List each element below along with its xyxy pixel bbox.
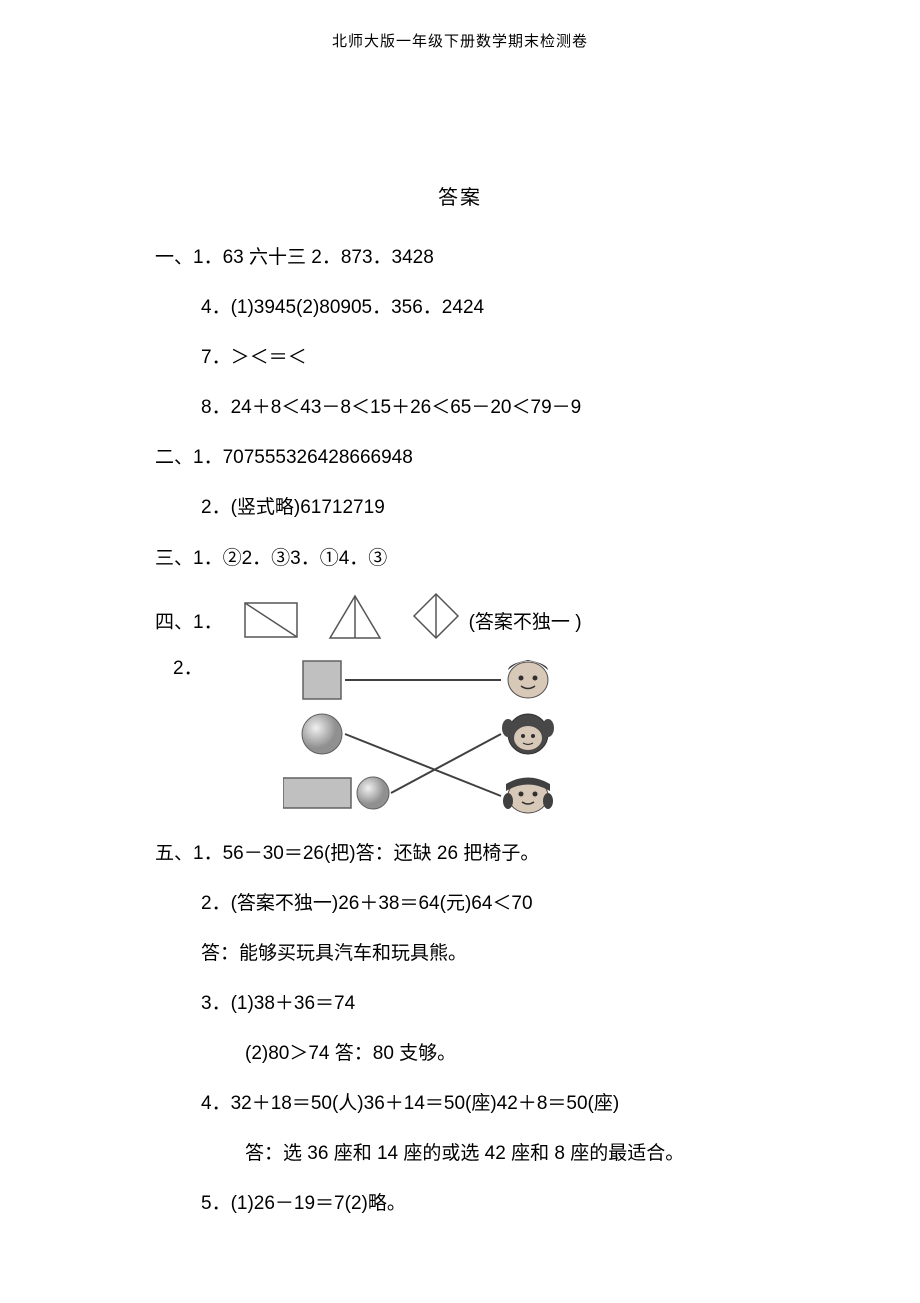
section-one-item-1: 1．63 六十三 2．873．3428 xyxy=(193,247,434,268)
section-four-item-2-prefix: 2． xyxy=(155,651,203,687)
section-five-item-5: 5．(1)26－19＝7(2)略。 xyxy=(155,1186,780,1222)
face-1-icon xyxy=(508,660,548,698)
section-one-line-1: 一、1．63 六十三 2．873．3428 xyxy=(155,240,780,276)
section-one-label: 一、 xyxy=(155,247,193,268)
content-body: 一、1．63 六十三 2．873．3428 4．(1)3945(2)80905．… xyxy=(0,240,920,1222)
shapes-row xyxy=(243,591,461,641)
section-five-item-4a: 4．32＋18＝50(人)36＋14＝50(座)42＋8＝50(座) xyxy=(155,1086,780,1122)
shape-rectangle xyxy=(243,601,299,641)
section-two-label: 二、 xyxy=(155,447,193,468)
page-header: 北师大版一年级下册数学期末检测卷 xyxy=(0,0,920,51)
section-one-item-7: 7．＞＜＝＜ xyxy=(155,340,780,376)
diamond-icon xyxy=(411,591,461,641)
section-two-line-1: 二、1．707555326428666948 xyxy=(155,440,780,476)
shape-triangle xyxy=(327,593,383,641)
answers-title: 答案 xyxy=(0,181,920,210)
section-five-item-4b: 答：选 36 座和 14 座的或选 42 座和 8 座的最适合。 xyxy=(155,1136,780,1172)
rectangle-icon xyxy=(243,601,299,641)
matching-svg xyxy=(283,656,573,816)
section-two-item-2: 2．(竖式略)61712719 xyxy=(155,490,780,526)
section-five-line-1: 五、1．56－30＝26(把)答：还缺 26 把椅子。 xyxy=(155,836,780,872)
section-two-item-1: 1．707555326428666948 xyxy=(193,447,413,468)
section-four-label: 四、 xyxy=(155,605,193,641)
section-four-item-1-suffix: (答案不独一 ) xyxy=(469,605,582,641)
section-five-label: 五、 xyxy=(155,843,193,864)
section-three-line: 三、1．②2．③3．①4．③ xyxy=(155,541,780,577)
section-one-item-4: 4．(1)3945(2)80905．356．2424 xyxy=(155,290,780,326)
section-four-item-1-prefix: 1． xyxy=(193,605,223,641)
matching-diagram xyxy=(283,656,573,816)
section-five-item-3a: 3．(1)38＋36＝74 xyxy=(155,986,780,1022)
face-2-icon xyxy=(502,714,554,754)
section-three-text: 1．②2．③3．①4．③ xyxy=(193,548,387,569)
shape-diamond xyxy=(411,591,461,641)
section-five-item-3b: (2)80＞74 答：80 支够。 xyxy=(155,1036,780,1072)
triangle-icon xyxy=(327,593,383,641)
face-3-icon xyxy=(503,777,553,813)
section-five-item-2b: 答：能够买玩具汽车和玩具熊。 xyxy=(155,936,780,972)
section-four-row-1: 四、 1． (答案不独一 ) xyxy=(155,591,780,641)
section-one-item-8: 8．24＋8＜43－8＜15＋26＜65－20＜79－9 xyxy=(155,390,780,426)
section-three-label: 三、 xyxy=(155,548,193,569)
section-five-item-2a: 2．(答案不独一)26＋38＝64(元)64＜70 xyxy=(155,886,780,922)
section-five-item-1: 1．56－30＝26(把)答：还缺 26 把椅子。 xyxy=(193,843,539,864)
